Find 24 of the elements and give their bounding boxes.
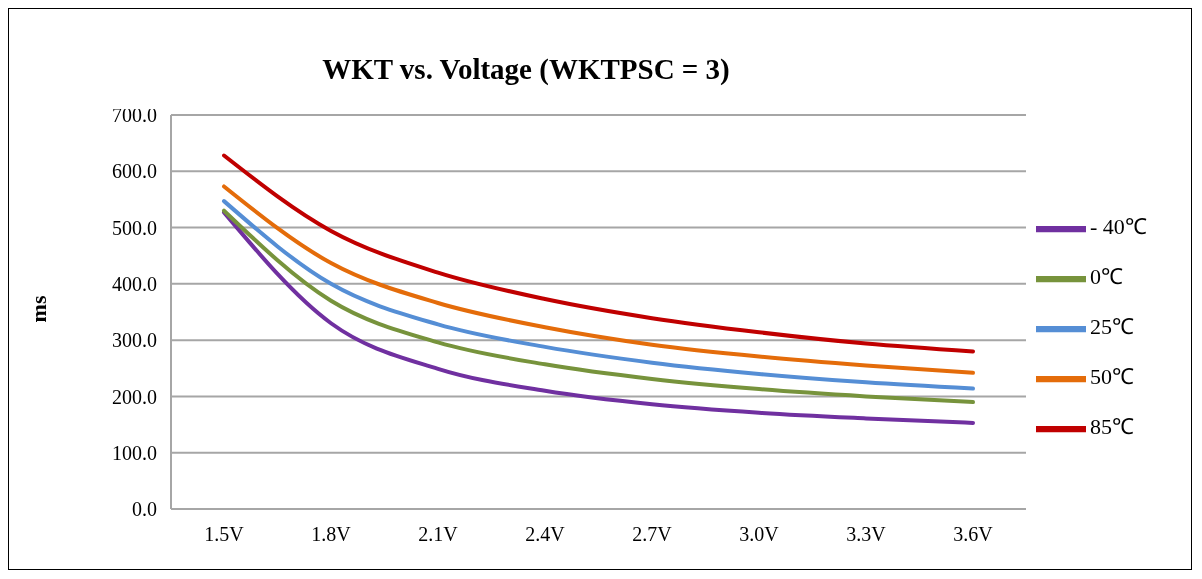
x-tick-label: 2.4V: [525, 523, 566, 546]
legend-label: 0℃: [1090, 264, 1123, 290]
chart-title: WKT vs. Voltage (WKTPSC = 3): [321, 53, 731, 86]
y-tick-label: 700.0: [112, 104, 157, 127]
legend-label: 85℃: [1090, 414, 1134, 440]
x-tick-label: 3.0V: [739, 523, 780, 546]
y-tick-label: 300.0: [112, 329, 157, 352]
y-tick-label: 400.0: [112, 272, 157, 295]
legend-label: 50℃: [1090, 364, 1134, 390]
line-series: [222, 153, 975, 354]
y-axis-title: ms: [26, 295, 52, 323]
y-tick-label: 0.0: [132, 498, 157, 521]
y-tick-label: 200.0: [112, 385, 157, 408]
x-tick-label: 2.7V: [632, 523, 673, 546]
x-tick-label: 1.5V: [204, 523, 245, 546]
y-tick-label: 600.0: [112, 160, 157, 183]
legend-label: 25℃: [1090, 314, 1134, 340]
y-tick-label: 500.0: [112, 216, 157, 239]
x-tick-label: 3.3V: [846, 523, 887, 546]
legend-label: - 40℃: [1090, 214, 1147, 240]
x-tick-label: 3.6V: [953, 523, 994, 546]
y-tick-label: 100.0: [112, 441, 157, 464]
x-tick-label: 2.1V: [418, 523, 459, 546]
x-tick-label: 1.8V: [311, 523, 352, 546]
